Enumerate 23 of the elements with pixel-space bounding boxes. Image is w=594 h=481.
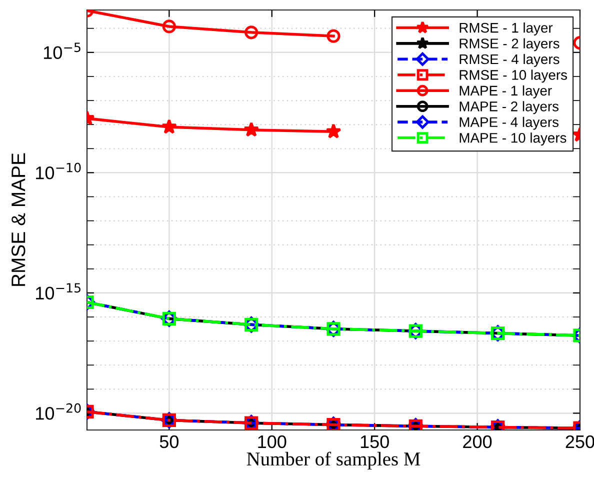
x-axis-title: Number of samples M xyxy=(246,452,420,470)
x-tick-label: 150 xyxy=(360,435,389,448)
x-tick-label: 200 xyxy=(463,435,492,448)
y-tick-label: 10$^{−5}$ xyxy=(44,42,80,60)
x-tick-label: 100 xyxy=(258,435,286,448)
legend-label: RMSE - 2 layers xyxy=(460,38,560,52)
y-tick-label: 10$^{−10}$ xyxy=(36,162,81,180)
legend-label: MAPE - 10 layers xyxy=(460,132,566,146)
y-tick-label: 10$^{−15}$ xyxy=(36,283,80,300)
point xyxy=(243,122,260,137)
legend-label: MAPE - 4 layers xyxy=(460,116,559,130)
y-tick-label: 10$^{−20}$ xyxy=(36,403,81,420)
point xyxy=(244,26,258,40)
legend-label: RMSE - 1 layer xyxy=(460,22,553,36)
legend-label: MAPE - 1 layer xyxy=(460,85,552,98)
legend-label: MAPE - 2 layers xyxy=(460,101,559,114)
x-tick-label: 250 xyxy=(566,435,594,448)
x-tick-label: 50 xyxy=(160,435,179,448)
legend-label: RMSE - 4 layers xyxy=(460,54,560,67)
point xyxy=(326,123,342,138)
point xyxy=(326,29,340,43)
legend-label: RMSE - 10 layers xyxy=(460,70,568,83)
y-axis-title: RMSE & MAPE xyxy=(11,153,26,286)
